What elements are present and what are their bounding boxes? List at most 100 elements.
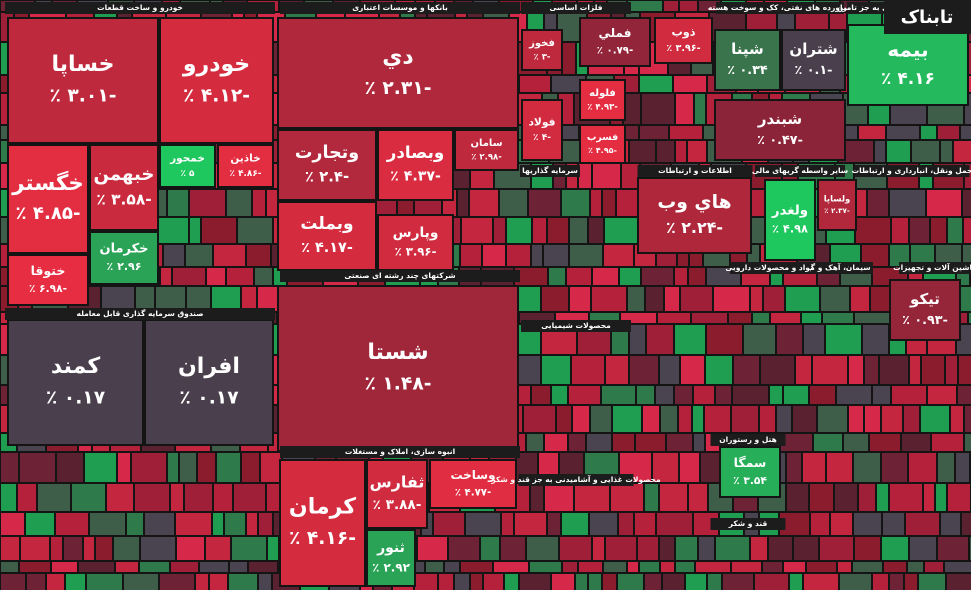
filler-tile [232,537,266,560]
filler-tile [501,537,525,560]
tile-label: خبهمن [94,164,155,185]
filler-tile [865,356,878,384]
filler-tile [545,13,556,41]
filler-tile [695,94,705,124]
filler-tile [646,287,663,311]
filler-tile [591,190,601,216]
filler-tile [637,386,654,404]
filler-tile [20,562,50,572]
filler-tile [689,268,705,285]
filler-tile [190,190,225,216]
filler-tile [912,141,939,162]
filler-tile [802,313,821,323]
tile [889,279,961,341]
filler-tile [882,453,907,482]
filler-tile [959,356,971,384]
tile-value: -۴.۹۳ ٪ [587,103,618,113]
filler-tile [135,484,169,511]
filler-tile [579,562,602,572]
filler-tile [707,325,742,354]
tile [714,99,846,161]
filler-tile [156,287,185,311]
filler-tile [455,574,469,590]
filler-tile [664,1,678,11]
filler-tile [660,537,674,560]
tile-value: -۱.۴۸ ٪ [364,373,431,394]
group-title-bar [280,446,520,458]
tile-label: شتران [789,40,837,58]
tile [277,17,519,129]
tile-value: -۴.۷۷ ٪ [455,487,492,498]
filler-tile [545,484,573,511]
filler-tile [694,386,714,404]
filler-tile [831,245,860,266]
tile [817,179,857,231]
filler-tile [628,1,662,11]
filler-tile [840,574,871,590]
filler-tile [890,484,922,511]
filler-tile [786,287,819,311]
filler-tile [196,574,208,590]
filler-tile [838,562,851,572]
filler-tile [936,484,946,511]
filler-tile [803,453,825,482]
group-title: انبوه سازی، املاک و مستغلات [345,447,455,456]
filler-tile [426,562,443,572]
tile [89,144,159,231]
filler-tile [733,386,768,404]
filler-tile [849,406,863,432]
group-title-bar [637,165,753,177]
filler-tile [919,574,945,590]
filler-tile [854,453,880,482]
tile-value: ۰.۱۷ ٪ [179,387,239,408]
filler-tile [676,537,697,560]
filler-tile [238,218,272,243]
filler-tile [676,562,694,572]
filler-tile [552,386,567,404]
filler-tile [576,574,587,590]
filler-tile [777,325,802,354]
tile-label: فملي [599,26,632,40]
filler-tile [214,245,245,266]
tile-value: -۲.۴ ٪ [305,167,349,185]
filler-tile [458,190,468,216]
filler-tile [87,574,122,590]
group-title: صندوق سرمایه گذاری قابل معامله [77,309,204,318]
filler-tile [692,313,727,323]
filler-tile [127,513,143,535]
filler-tile [961,126,971,139]
filler-tile [217,453,240,482]
filler-tile [640,562,659,572]
filler-tile [415,574,437,590]
filler-tile [567,268,591,285]
filler-tile [699,1,720,11]
filler-tile [176,513,211,535]
filler-tile [947,574,971,590]
tile [277,201,377,271]
tile-value: -۰.۱ ٪ [795,63,833,78]
filler-tile [658,313,690,323]
filler-tile [202,218,236,243]
filler-tile [1,484,16,511]
filler-tile [51,537,62,560]
filler-tile [603,190,615,216]
filler-tile [810,386,835,404]
tile-label: وبصادر [386,143,444,163]
filler-tile [247,513,257,535]
filler-tile [253,190,265,216]
filler-tile [227,190,251,216]
tile-label: ذوب [671,26,695,39]
filler-tile [681,356,704,384]
filler-tile [643,406,659,432]
filler-tile [606,356,628,384]
filler-tile [853,562,882,572]
group-title-bar [518,474,634,486]
tile [637,177,752,254]
filler-tile [527,434,543,451]
filler-tile [922,356,944,384]
filler-tile [667,434,692,451]
filler-tile [494,218,505,243]
filler-tile [544,245,568,266]
filler-tile [617,190,640,216]
filler-tile [790,574,802,590]
